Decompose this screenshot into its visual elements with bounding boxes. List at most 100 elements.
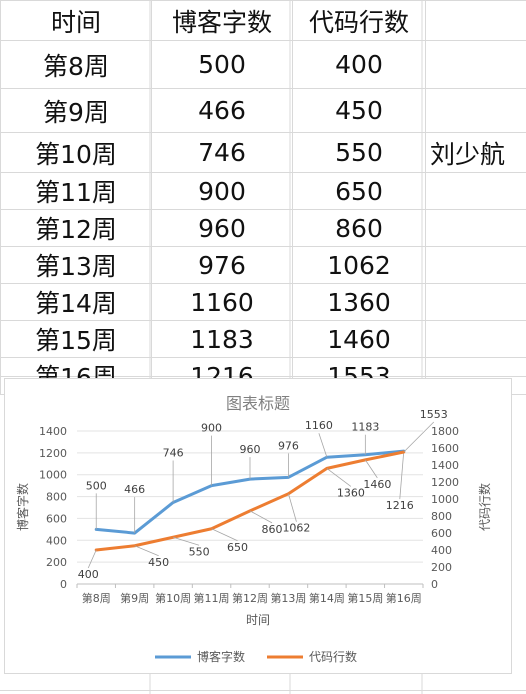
chart-container[interactable]: 图表标题 0 200 400 600 800 1000 1200 1400 0 200 400 600 8… [4,378,512,674]
cell-blog[interactable]: 466 [151,88,293,133]
x-tick-label: 第15周 [347,591,383,605]
x-tick-label: 第8周 [82,591,111,605]
cell-note[interactable]: 刘少航 [425,132,526,173]
data-label: 960 [240,443,261,456]
table-row: 第15周 1183 1460 [0,320,526,358]
data-label: 1360 [337,486,365,499]
cell-blog[interactable]: 900 [151,172,293,210]
y-tick-label: 1200 [39,447,67,460]
cell-empty[interactable] [425,0,526,41]
y2-tick-label: 1000 [431,493,459,506]
cell-code[interactable]: 400 [292,40,426,89]
leader-line [211,528,238,542]
y2-tick-label: 800 [431,510,452,523]
data-label: 450 [148,556,169,569]
header-blog[interactable]: 博客字数 [151,0,293,41]
line-chart[interactable]: 图表标题 0 200 400 600 800 1000 1200 1400 0 200 400 600 8… [5,379,511,673]
header-time[interactable]: 时间 [0,0,152,41]
header-row: 时间 博客字数 代码行数 [0,0,526,41]
cell-week[interactable]: 第10周 [0,132,152,173]
cell-week[interactable]: 第11周 [0,172,152,210]
header-code[interactable]: 代码行数 [292,0,426,41]
leader-line [399,451,405,500]
cell-note[interactable] [425,40,526,89]
table-row: 第10周 746 550 刘少航 [0,132,526,173]
y2-tick-label: 400 [431,544,452,557]
data-label: 550 [189,545,210,558]
cell-blog[interactable]: 746 [151,132,293,173]
data-label: 860 [262,523,283,536]
data-label: 900 [201,422,222,435]
leader-line [326,468,352,487]
y-tick-label: 1000 [39,469,67,482]
leader-line [318,433,328,458]
cell-code[interactable]: 1062 [292,246,426,284]
cell-code[interactable]: 550 [292,132,426,173]
x-tick-label: 第11周 [194,591,230,605]
legend-label: 代码行数 [309,649,357,664]
y2-tick-label: 200 [431,561,452,574]
cell-week[interactable]: 第15周 [0,320,152,358]
y2-axis-title: 代码行数 [477,483,492,531]
cell-week[interactable]: 第14周 [0,283,152,321]
cell-week[interactable]: 第9周 [0,88,152,133]
cell-week[interactable]: 第12周 [0,209,152,247]
y-tick-label: 400 [46,534,67,547]
cell-code[interactable]: 450 [292,88,426,133]
cell-code[interactable]: 860 [292,209,426,247]
data-label: 400 [78,568,99,581]
data-label: 1460 [363,478,391,491]
cell-blog[interactable]: 1160 [151,283,293,321]
data-label: 1160 [305,419,333,432]
cell-code[interactable]: 1460 [292,320,426,358]
table-row: 第11周 900 650 [0,172,526,210]
cell-code[interactable]: 650 [292,172,426,210]
cell-blog[interactable]: 976 [151,246,293,284]
x-tick-label: 第16周 [386,591,422,605]
x-axis-title: 时间 [246,613,270,627]
cell-note[interactable] [425,246,526,284]
y-tick-label: 800 [46,491,67,504]
cell-blog[interactable]: 960 [151,209,293,247]
cell-note[interactable] [425,172,526,210]
cell-note[interactable] [425,88,526,133]
data-label: 1216 [386,499,414,512]
y2-tick-label: 0 [431,578,438,591]
data-label: 976 [278,439,299,452]
y2-tick-label: 600 [431,527,452,540]
x-tick-label: 第10周 [155,591,191,605]
y-tick-label: 200 [46,556,67,569]
data-label: 500 [86,479,107,492]
x-tick-label: 第13周 [270,591,306,605]
y2-tick-label: 1400 [431,459,459,472]
x-tick-label: 第9周 [120,591,149,605]
table-row: 第13周 976 1062 [0,246,526,284]
cell-week[interactable]: 第13周 [0,246,152,284]
cell-note[interactable] [425,209,526,247]
data-label: 466 [124,483,145,496]
cell-note[interactable] [425,320,526,358]
y-axis-title: 博客字数 [15,483,30,531]
y2-tick-label: 1800 [431,425,459,438]
y-tick-label: 600 [46,512,67,525]
leader-line [87,549,97,569]
y2-tick-label: 1200 [431,476,459,489]
data-label: 1553 [420,408,448,421]
cell-blog[interactable]: 1183 [151,320,293,358]
data-label: 1062 [282,522,310,535]
data-label: 1183 [351,421,379,434]
cell-note[interactable] [425,283,526,321]
y2-tick-label: 1600 [431,442,459,455]
leader-line [365,459,378,479]
chart-title: 图表标题 [226,394,290,413]
y-tick-label: 1400 [39,425,67,438]
cell-week[interactable]: 第8周 [0,40,152,89]
cell-code[interactable]: 1360 [292,283,426,321]
table-row: 第8周 500 400 [0,40,526,89]
leader-line [403,421,435,453]
leader-line [134,545,159,557]
legend-label: 博客字数 [197,649,245,664]
table-row: 第12周 960 860 [0,209,526,247]
leader-line [288,493,297,522]
cell-blog[interactable]: 500 [151,40,293,89]
